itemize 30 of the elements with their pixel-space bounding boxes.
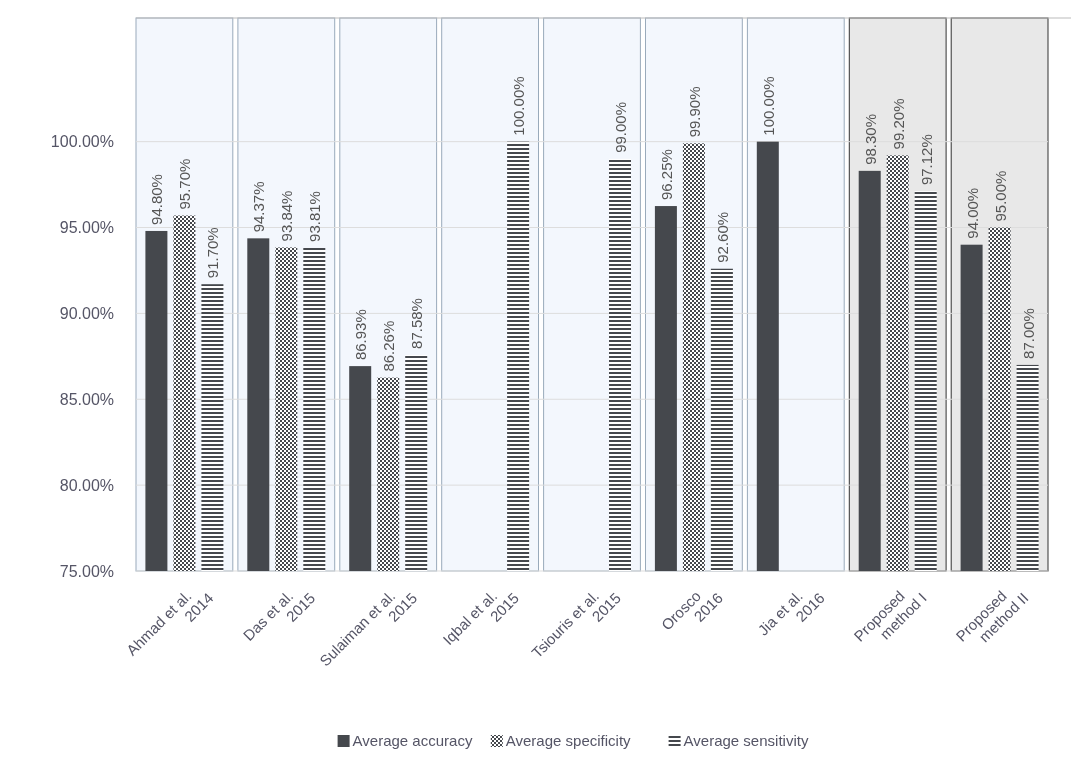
data-label: 100.00% — [759, 76, 777, 136]
data-label: 95.70% — [176, 158, 194, 210]
y-tick-label: 90.00% — [59, 304, 114, 322]
data-label: 93.81% — [306, 191, 324, 242]
data-label: 91.70% — [204, 227, 222, 279]
data-label: 87.00% — [1019, 308, 1037, 359]
y-tick-label: 95.00% — [59, 219, 114, 237]
data-label: 86.93% — [352, 309, 370, 361]
data-label: 94.00% — [963, 187, 981, 239]
data-label: 100.00% — [510, 76, 528, 136]
data-label: 96.25% — [657, 149, 675, 201]
data-label: 92.60% — [713, 211, 731, 263]
y-tick-label: 80.00% — [59, 476, 114, 494]
y-tick-label: 85.00% — [59, 390, 114, 408]
data-label: 94.80% — [148, 174, 166, 225]
data-label: 95.00% — [991, 170, 1009, 222]
data-label: 99.00% — [612, 101, 629, 153]
data-label: 94.37% — [250, 181, 268, 233]
y-tick-label: 100.00% — [50, 133, 114, 151]
data-label: 97.12% — [917, 134, 935, 186]
data-label: 93.84% — [278, 190, 296, 242]
legend-label: Average specificity — [505, 732, 632, 749]
legend-label: Average accuracy — [352, 732, 473, 749]
data-label: 99.90% — [685, 86, 703, 138]
legend-label: Average sensitivity — [683, 732, 809, 749]
data-label: 87.58% — [408, 298, 426, 349]
data-label: 98.30% — [861, 113, 879, 165]
data-label: 99.20% — [889, 98, 907, 150]
data-label: 86.26% — [380, 320, 398, 372]
y-tick-label: 75.00% — [59, 562, 114, 580]
